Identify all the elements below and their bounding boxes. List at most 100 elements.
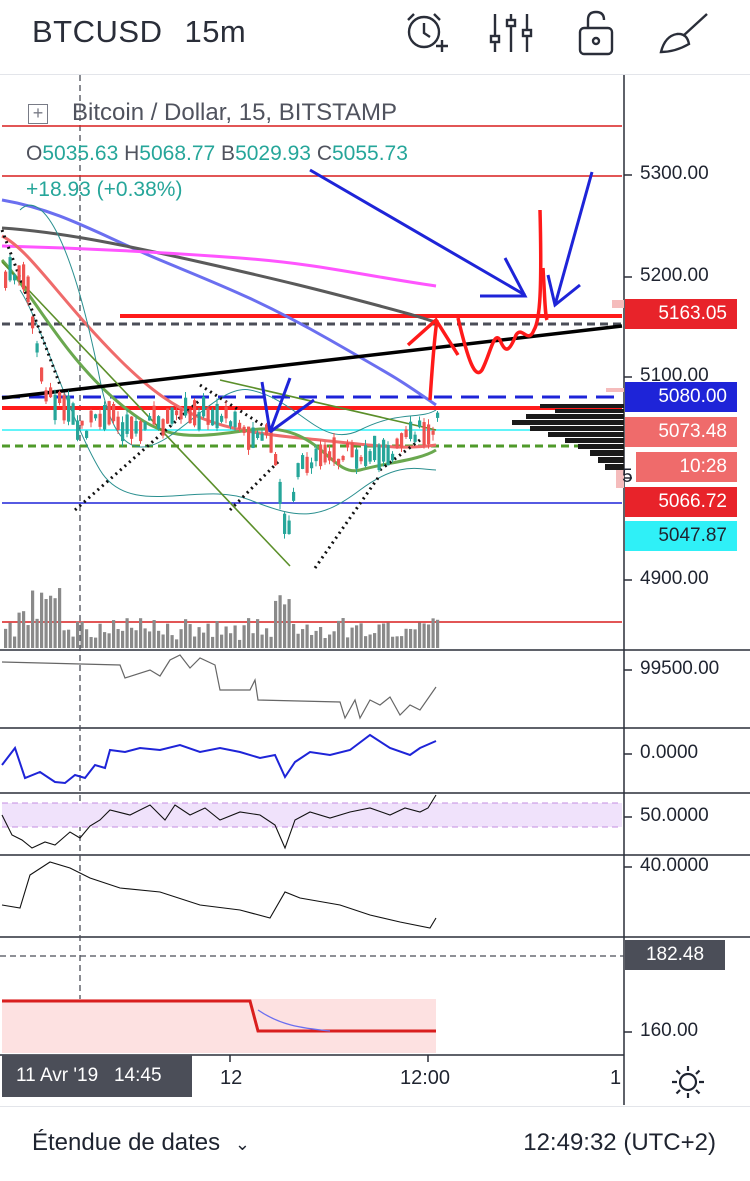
volume-bar xyxy=(112,620,116,648)
volume-bar xyxy=(206,623,210,648)
volume-bar xyxy=(134,630,138,648)
volume-bar xyxy=(364,636,368,648)
candle xyxy=(31,316,35,329)
drawing-tools-icon[interactable] xyxy=(655,8,711,58)
bottom-toolbar: Étendue de dates ⌄ 12:49:32 (UTC+2) xyxy=(0,1106,750,1181)
volume-bar xyxy=(121,630,125,648)
symbol-selector[interactable]: BTCUSD 15m xyxy=(32,14,246,50)
candle xyxy=(116,416,120,430)
volume-bar xyxy=(296,633,300,648)
candle xyxy=(184,397,188,416)
volume-bar xyxy=(260,634,264,648)
low-value: 5029.93 xyxy=(235,142,311,165)
volume-bar xyxy=(94,637,98,648)
candle xyxy=(125,414,129,434)
date-range-button[interactable]: Étendue de dates ⌄ xyxy=(32,1129,250,1156)
candle xyxy=(4,271,8,288)
volume-bar xyxy=(76,621,80,648)
countdown-tag: 10:28 xyxy=(636,452,737,482)
volume-bar xyxy=(85,629,89,648)
volume-bar xyxy=(436,619,440,648)
candle xyxy=(260,433,264,441)
candle xyxy=(188,410,192,424)
price-tick: 5300.00 xyxy=(640,163,709,184)
volume-bar xyxy=(328,634,332,648)
chart-canvas[interactable] xyxy=(0,75,750,1105)
volume-bar xyxy=(256,619,260,648)
volume-bar xyxy=(161,634,165,648)
legend-title: Bitcoin / Dollar, 15, BITSTAMP xyxy=(72,99,397,126)
candle xyxy=(386,444,390,466)
candle xyxy=(296,463,300,478)
candle xyxy=(157,416,161,429)
candle xyxy=(391,453,395,461)
volume-bar xyxy=(332,631,336,648)
volume-bar xyxy=(395,636,399,648)
volume-bar xyxy=(413,629,417,648)
volume-bar xyxy=(220,634,224,648)
candle xyxy=(400,433,404,448)
candle xyxy=(13,274,17,281)
candle xyxy=(409,421,413,439)
candle xyxy=(418,420,422,428)
volume-bar xyxy=(341,618,345,648)
candle xyxy=(265,424,269,436)
candle xyxy=(161,419,165,436)
volume-bar xyxy=(350,627,354,648)
volume-bar xyxy=(80,621,84,648)
volume-bar xyxy=(202,632,206,648)
candle xyxy=(35,343,39,353)
volume-bar xyxy=(62,630,66,648)
volume-bar xyxy=(184,619,188,648)
volume-bar xyxy=(377,624,381,648)
candle xyxy=(278,481,282,504)
symbol-name[interactable]: BTCUSD xyxy=(32,14,163,49)
alarm-add-icon[interactable] xyxy=(398,8,454,58)
candle xyxy=(8,257,12,281)
candle xyxy=(238,422,242,429)
volume-bar xyxy=(107,633,111,648)
volume-bar xyxy=(418,622,422,648)
candle xyxy=(152,405,156,425)
candle xyxy=(170,407,174,424)
lock-icon[interactable] xyxy=(570,8,626,58)
price-tick-partial: 5 xyxy=(622,466,633,487)
volume-bar xyxy=(26,625,30,648)
volume-bar xyxy=(242,625,246,648)
timezone-clock[interactable]: 12:49:32 (UTC+2) xyxy=(523,1129,716,1156)
candle xyxy=(89,410,93,423)
legend-toggle-icon[interactable]: + xyxy=(28,104,48,124)
volume-bar xyxy=(229,633,233,648)
indicator-axis-value: 99500.00 xyxy=(640,658,720,679)
candle xyxy=(283,513,287,534)
interval-selector[interactable]: 15m xyxy=(184,14,247,49)
volume-bar xyxy=(188,624,192,648)
candle xyxy=(229,421,233,427)
candle xyxy=(346,443,350,448)
open-value: 5035.63 xyxy=(42,142,119,165)
candle xyxy=(287,520,291,535)
volume-bar xyxy=(35,618,39,648)
ohlc-values: O5035.63 H5068.77 B5029.93 C5055.73 xyxy=(26,142,408,165)
candle xyxy=(85,430,89,438)
candle xyxy=(314,448,318,462)
candle xyxy=(175,410,179,416)
candle xyxy=(305,456,309,473)
candle xyxy=(17,265,21,281)
volume-bar xyxy=(404,628,408,648)
candle xyxy=(139,421,143,442)
candle xyxy=(179,409,183,420)
indicator-settings-icon[interactable] xyxy=(485,8,541,58)
chart-settings-icon[interactable] xyxy=(668,1062,708,1102)
indicator-axis-value: 40.0000 xyxy=(640,855,709,876)
price-tick: 4900.00 xyxy=(640,568,709,589)
candle xyxy=(427,424,431,445)
volume-bar xyxy=(170,635,174,648)
volume-bar xyxy=(31,590,35,648)
candle xyxy=(301,455,305,469)
volume-bar xyxy=(400,636,404,648)
volume-bar xyxy=(287,599,291,648)
candle xyxy=(220,415,224,422)
time-axis-label: 1 xyxy=(610,1067,622,1089)
candle xyxy=(350,442,354,458)
